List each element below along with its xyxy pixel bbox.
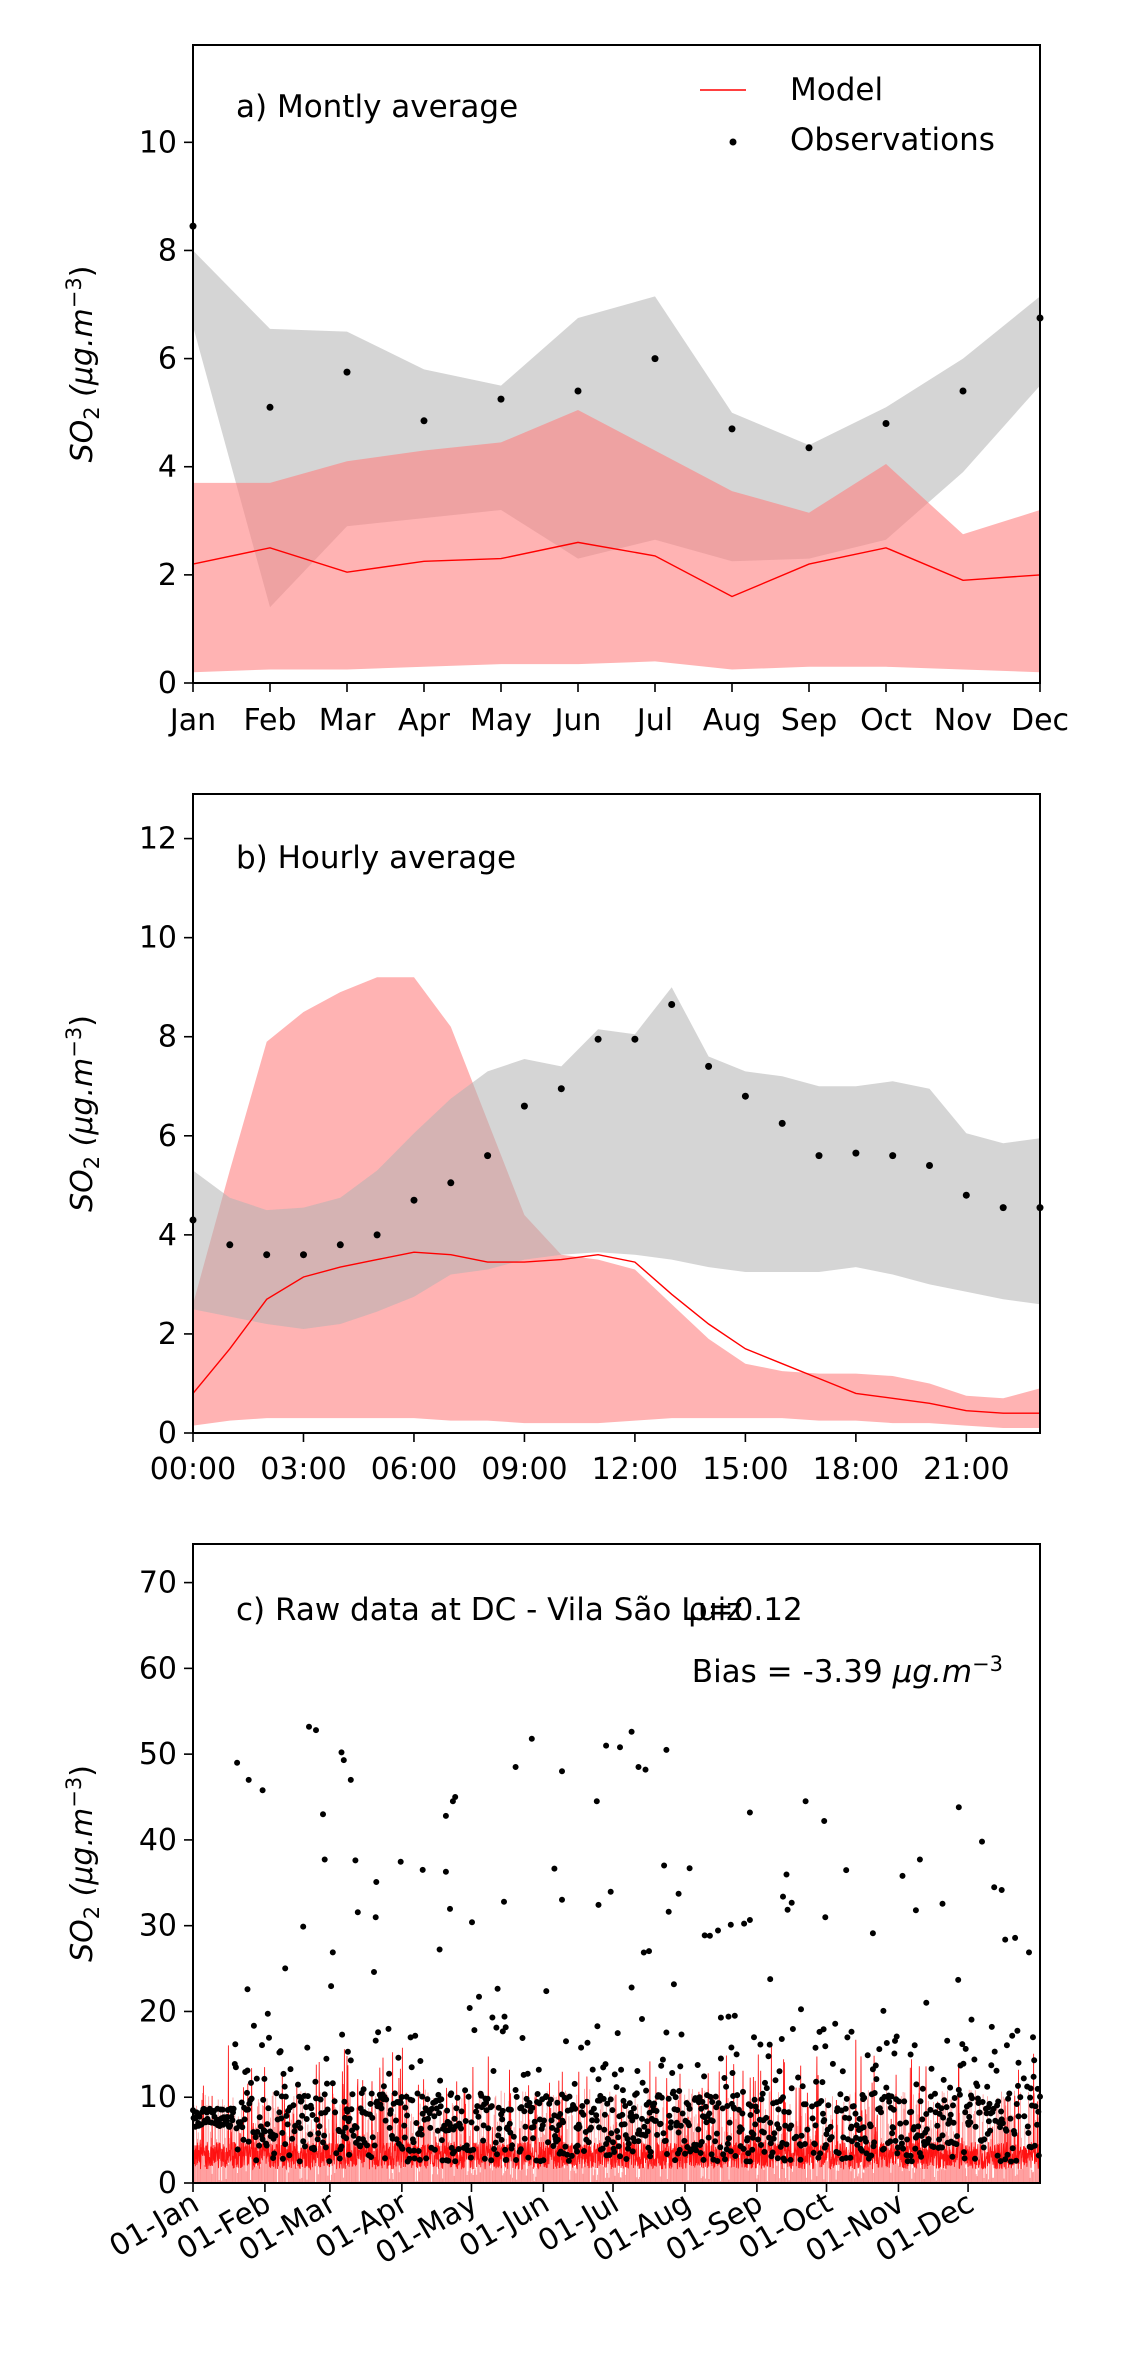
observation-point — [926, 1162, 933, 1169]
y-tick-label: 8 — [158, 233, 177, 268]
x-tick-label: 09:00 — [481, 1452, 567, 1487]
observation-range-band — [193, 987, 1040, 1329]
y-tick-label: 2 — [158, 1317, 177, 1352]
panel-b-title: b) Hourly average — [236, 840, 516, 876]
y-tick-label: 60 — [139, 1651, 177, 1686]
plot-frame — [192, 1543, 1041, 2184]
y-tick-label: 6 — [158, 342, 177, 377]
x-tick-label: Apr — [398, 703, 451, 738]
observation-point — [336, 1241, 344, 1249]
x-tick-label: 00:00 — [150, 1452, 236, 1487]
x-tick-label: May — [470, 703, 532, 738]
y-tick-label: 70 — [139, 1566, 177, 1601]
x-tick-label: 18:00 — [813, 1452, 899, 1487]
model-line — [192, 541, 1041, 598]
x-tick-label: 15:00 — [702, 1452, 788, 1487]
x-tick-label: Jun — [553, 703, 602, 738]
observation-point — [410, 1196, 418, 1204]
observation-point — [651, 355, 659, 363]
x-tick-label: 21:00 — [923, 1452, 1009, 1487]
legend-model-label: Model — [790, 72, 883, 108]
model-range-band — [193, 410, 1040, 673]
y-tick-label: 12 — [139, 822, 177, 857]
y-tick-label: 50 — [139, 1737, 177, 1772]
observation-point — [484, 1152, 492, 1160]
x-tick-label: Mar — [319, 703, 376, 738]
x-tick-label: Nov — [934, 703, 993, 738]
panel-c-correlation: ρ=0.12 — [688, 1592, 803, 1628]
y-tick-label: 10 — [139, 2080, 177, 2115]
observation-point — [594, 1035, 602, 1043]
observation-point — [447, 1179, 455, 1187]
observation-point — [999, 1204, 1007, 1212]
y-tick-label: 0 — [158, 1416, 177, 1451]
observation-point — [557, 1085, 565, 1093]
panel-c-bias: Bias = -3.39 μg.m−3 — [692, 1652, 1003, 1690]
legend: Model Observations — [700, 72, 995, 158]
panel-a-monthly: 0 2 4 6 8 10 Jan Feb Mar Apr May Jun Jul Aug Sep Oct Nov… — [62, 44, 1069, 738]
observation-point — [959, 387, 967, 395]
y-tick-label: 8 — [158, 1020, 177, 1055]
x-tick-label: 06:00 — [371, 1452, 457, 1487]
y-tick-label: 4 — [158, 1218, 177, 1253]
y-tick-label: 0 — [158, 2166, 177, 2201]
y-tick-label: 10 — [139, 125, 177, 160]
observation-point — [420, 417, 428, 425]
observation-point — [300, 1251, 307, 1259]
observation-point — [263, 1251, 271, 1259]
observation-point — [815, 1152, 823, 1160]
observation-point — [705, 1062, 713, 1070]
observation-point — [805, 444, 813, 452]
y-tick-label: 4 — [158, 450, 177, 485]
observation-point — [373, 1231, 381, 1239]
y-tick-label: 10 — [139, 921, 177, 956]
y-axis-label: SO2 (μg.m−3) — [62, 1765, 104, 1962]
y-axis-label: SO2 (μg.m−3) — [62, 1015, 104, 1212]
observation-point — [631, 1035, 639, 1043]
y-tick-label: 30 — [139, 1909, 177, 1944]
y-axis-label: SO2 (μg.m−3) — [62, 266, 104, 463]
legend-obs-marker — [729, 138, 737, 146]
observation-point — [574, 387, 582, 395]
legend-obs-label: Observations — [790, 122, 995, 158]
x-tick-label: Feb — [243, 703, 296, 738]
model-line — [192, 1251, 1040, 1414]
observation-point — [728, 425, 736, 433]
y-tick-label: 20 — [139, 1994, 177, 2029]
panel-c-title: c) Raw data at DC - Vila São Luiz — [236, 1592, 743, 1628]
observation-point — [266, 403, 274, 411]
observation-points — [190, 1723, 1043, 2165]
observation-point — [668, 1001, 676, 1008]
x-tick-label: Oct — [860, 703, 912, 738]
observation-point — [962, 1191, 970, 1199]
plot-frame — [192, 44, 1041, 684]
model-range-band — [193, 977, 1040, 1428]
observation-point — [520, 1102, 528, 1110]
y-tick-label: 40 — [139, 1823, 177, 1858]
x-tick-label: Dec — [1011, 703, 1069, 738]
observation-point — [852, 1149, 860, 1157]
panel-c-raw: 01020304050607001-Jan01-Feb01-Mar01-Apr0… — [62, 1543, 1043, 2271]
observation-point — [889, 1152, 897, 1160]
x-tick-label: Jan — [168, 703, 216, 738]
x-tick-label: Jul — [635, 703, 673, 738]
y-tick-label: 6 — [158, 1119, 177, 1154]
observation-point — [497, 395, 505, 403]
panel-b-hourly: 0 2 4 6 8 10 12 00:00 03:00 06:00 09:00 12:00 15:00 1… — [62, 793, 1044, 1487]
observation-point — [226, 1241, 234, 1249]
observation-point — [778, 1119, 786, 1127]
observation-point — [882, 420, 890, 427]
y-tick-label: 2 — [158, 558, 177, 593]
observation-point — [741, 1092, 749, 1100]
observation-point — [343, 368, 351, 376]
x-tick-label: 12:00 — [592, 1452, 678, 1487]
plot-frame — [192, 793, 1041, 1434]
x-tick-label: 03:00 — [260, 1452, 346, 1487]
y-tick-label: 0 — [158, 666, 177, 701]
x-tick-label: Aug — [703, 703, 762, 738]
x-tick-label: Sep — [781, 703, 838, 738]
panel-a-title: a) Montly average — [236, 89, 518, 125]
